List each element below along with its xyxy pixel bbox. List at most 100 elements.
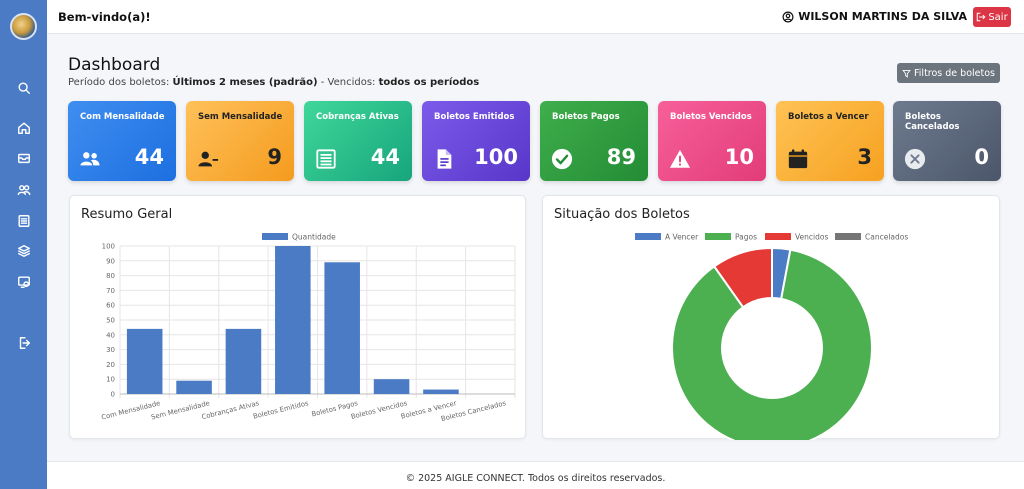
card-label: Boletos Pagos — [552, 112, 620, 122]
users-icon[interactable] — [14, 180, 34, 200]
card-label: Sem Mensalidade — [198, 112, 283, 122]
x-tick-label: Boletos Emitidos — [252, 399, 309, 421]
layers-icon[interactable] — [14, 241, 34, 261]
bar-1 — [176, 380, 212, 394]
legend-label-2: Vencidos — [795, 233, 828, 242]
y-tick-label: 70 — [106, 287, 115, 295]
card-label: Boletos Emitidos — [434, 112, 515, 122]
search-icon[interactable] — [14, 78, 34, 98]
bar-4 — [324, 262, 360, 394]
legend-label-1: Pagos — [735, 233, 757, 242]
filter-button-label: Filtros de boletos — [914, 67, 995, 79]
legend-swatch-1 — [705, 233, 731, 240]
card-label: Boletos Cancelados — [905, 112, 960, 132]
filter-icon — [902, 69, 911, 78]
period-value: Últimos 2 meses (padrão) — [172, 77, 318, 88]
inbox-icon[interactable] — [14, 148, 34, 168]
x-tick-label: Boletos Vencidos — [350, 399, 408, 421]
user-circle-icon — [782, 11, 794, 22]
user-minus-icon — [198, 151, 219, 167]
bar-6 — [423, 389, 459, 394]
card-boletos-pagos[interactable]: Boletos Pagos 89 — [540, 101, 648, 181]
period-prefix: Período dos boletos: — [68, 77, 173, 88]
card-value: 44 — [134, 145, 164, 169]
page-title: Dashboard — [68, 55, 161, 75]
card-value: 0 — [974, 145, 989, 169]
check-circle-icon — [551, 148, 573, 170]
logout-button[interactable]: Sair — [973, 7, 1011, 27]
card-boletos-a-vencer[interactable]: Boletos a Vencer 3 — [776, 101, 884, 181]
card-value: 100 — [474, 145, 518, 169]
app-logo[interactable] — [10, 13, 37, 40]
settings-screen-icon[interactable] — [14, 272, 34, 292]
logout-label: Sair — [988, 11, 1008, 23]
y-tick-label: 0 — [111, 391, 115, 399]
y-tick-label: 50 — [106, 317, 115, 325]
legend-label-quantidade: Quantidade — [292, 233, 336, 242]
user-name: WILSON MARTINS DA SILVA — [798, 10, 967, 23]
legend-swatch-3 — [835, 233, 861, 240]
bar-0 — [126, 328, 163, 394]
bar-3 — [275, 246, 311, 394]
card-boletos-vencidos[interactable]: Boletos Vencidos 10 — [658, 101, 766, 181]
status-title: Situação dos Boletos — [554, 207, 690, 222]
filter-button[interactable]: Filtros de boletos — [897, 63, 1000, 83]
card-value: 89 — [606, 145, 636, 169]
top-bar: Bem-vindo(a)! WILSON MARTINS DA SILVA Sa… — [47, 0, 1024, 34]
legend-label-0: A Vencer — [665, 233, 699, 242]
x-circle-icon — [904, 148, 926, 170]
user-menu[interactable]: WILSON MARTINS DA SILVA — [782, 10, 967, 23]
y-tick-label: 60 — [106, 302, 115, 310]
warning-icon — [669, 149, 691, 168]
y-tick-label: 40 — [106, 331, 115, 339]
card-value: 44 — [370, 145, 400, 169]
list-icon — [316, 149, 336, 169]
card-sem-mensalidade[interactable]: Sem Mensalidade 9 — [186, 101, 294, 181]
card-value: 3 — [857, 145, 872, 169]
receipt-icon[interactable] — [14, 211, 34, 231]
footer-text: © 2025 AIGLE CONNECT. Todos os direitos … — [405, 473, 666, 484]
card-value: 9 — [267, 145, 282, 169]
bar-5 — [373, 379, 410, 394]
y-tick-label: 100 — [102, 243, 115, 251]
card-label: Com Mensalidade — [80, 112, 165, 122]
x-tick-label: Cobranças Ativas — [201, 399, 261, 421]
card-com-mensalidade[interactable]: Com Mensalidade 44 — [68, 101, 176, 181]
logout-icon — [977, 12, 986, 22]
card-value: 10 — [724, 145, 754, 169]
card-label: Boletos a Vencer — [788, 112, 869, 122]
y-tick-label: 30 — [106, 346, 115, 354]
card-boletos-cancelados[interactable]: Boletos Cancelados 0 — [893, 101, 1001, 181]
card-label: Cobranças Ativas — [316, 112, 399, 122]
y-tick-label: 80 — [106, 272, 115, 280]
card-cobrancas-ativas[interactable]: Cobranças Ativas 44 — [304, 101, 412, 181]
status-panel: Situação dos Boletos A Vencer Pagos Vencid… — [542, 195, 1000, 440]
y-tick-label: 20 — [106, 361, 115, 369]
period-separator: - Vencidos: — [317, 77, 379, 88]
period-info: Período dos boletos: Últimos 2 meses (pa… — [68, 77, 479, 88]
slice-2 — [712, 246, 773, 309]
sidebar — [0, 0, 47, 489]
logout-icon[interactable] — [14, 333, 34, 353]
calendar-icon — [788, 149, 808, 169]
bar-2 — [225, 328, 262, 394]
card-boletos-emitidos[interactable]: Boletos Emitidos 100 — [422, 101, 530, 181]
status-donut-chart: A Vencer Pagos Vencidos Cancelados — [635, 233, 908, 440]
y-tick-label: 10 — [106, 376, 115, 384]
home-icon[interactable] — [14, 118, 34, 138]
legend-swatch-quantidade — [262, 233, 288, 240]
summary-panel: Resumo Geral Quantidade 0 10 20 30 40 50 60 70 80… — [69, 195, 526, 439]
welcome-text: Bem-vindo(a)! — [58, 10, 151, 24]
summary-title: Resumo Geral — [81, 207, 173, 222]
footer: © 2025 AIGLE CONNECT. Todos os direitos … — [47, 461, 1024, 489]
legend-swatch-0 — [635, 233, 661, 240]
y-tick-label: 90 — [106, 257, 115, 265]
users-icon — [80, 152, 100, 166]
slice-1 — [671, 248, 873, 440]
period-overdue: todos os períodos — [378, 77, 480, 88]
legend-swatch-2 — [765, 233, 791, 240]
document-icon — [437, 149, 452, 169]
legend-label-3: Cancelados — [865, 233, 908, 242]
card-label: Boletos Vencidos — [670, 112, 752, 122]
